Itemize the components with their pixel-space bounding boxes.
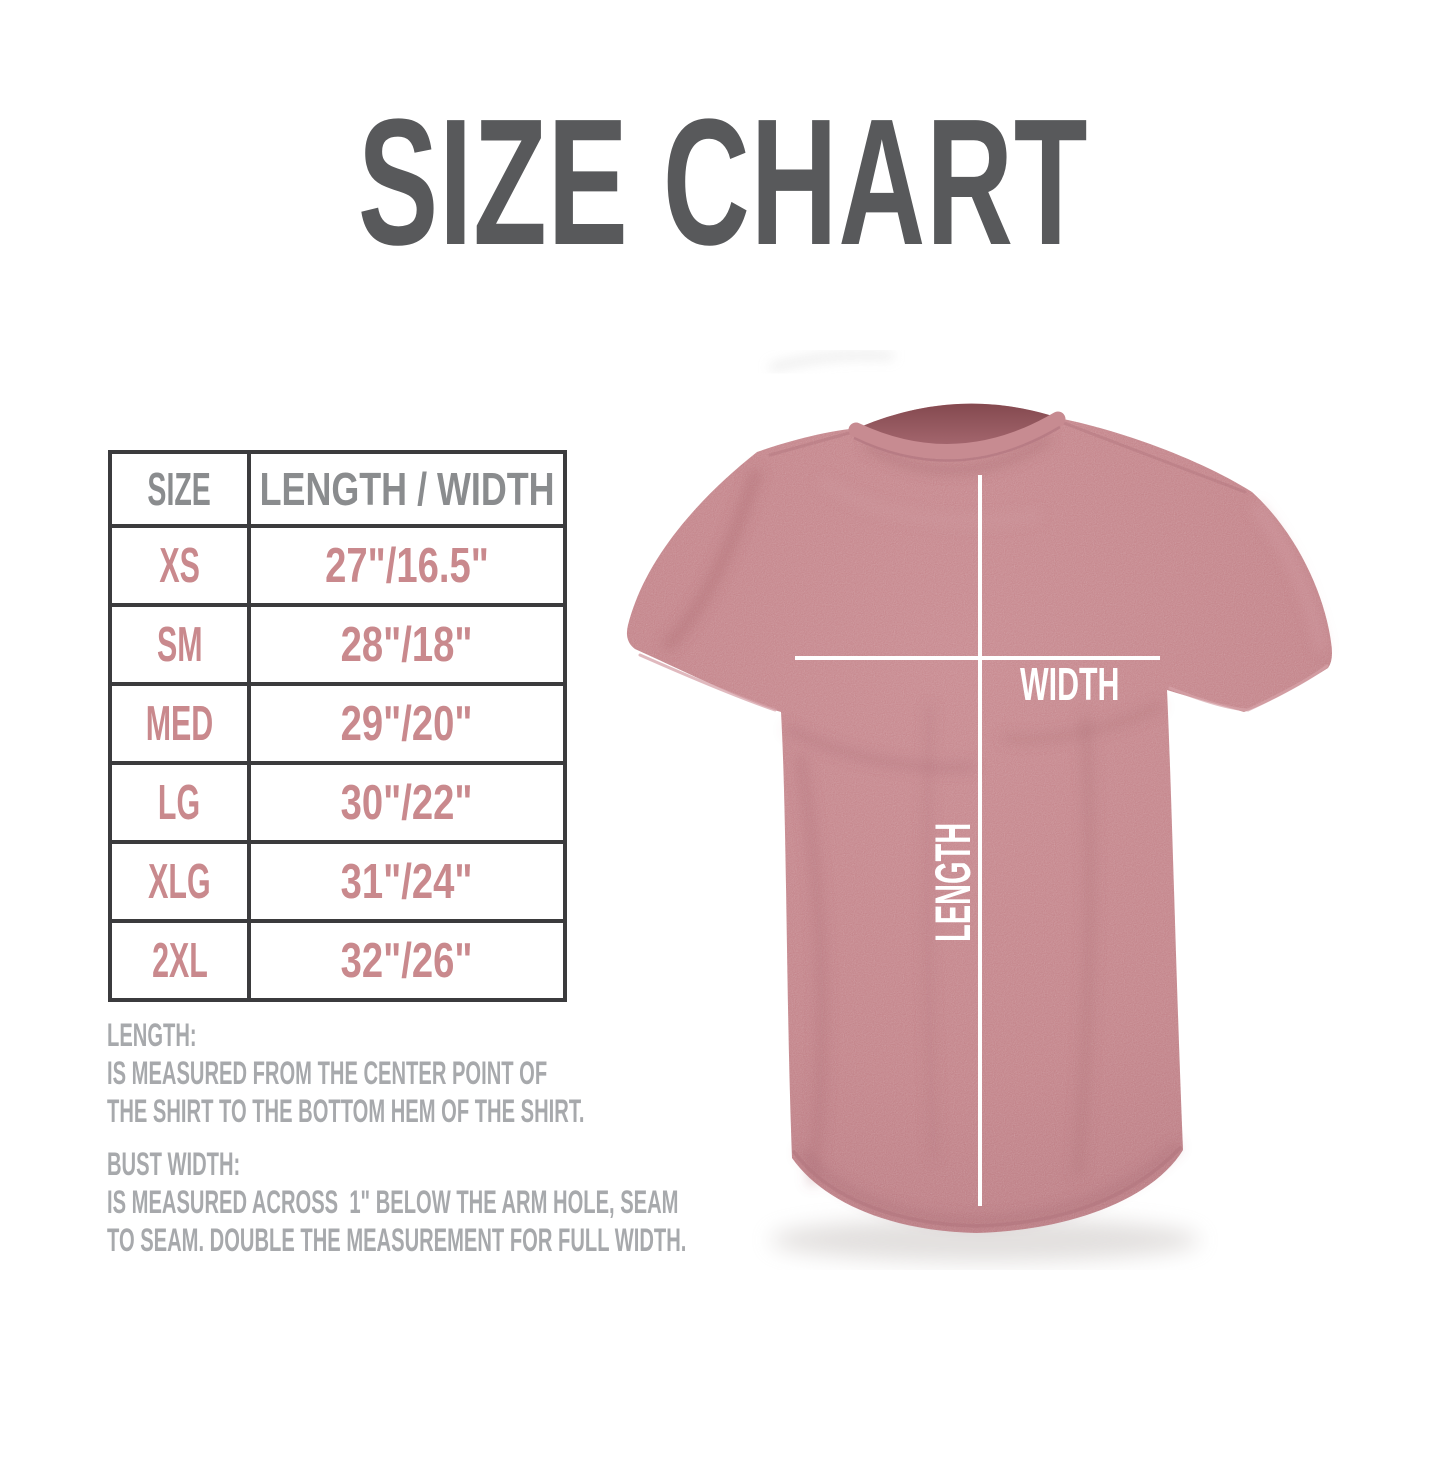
table-header-length-width: LENGTH / WIDTH (251, 454, 563, 524)
value-cell-lg: 30"/22" (251, 765, 563, 840)
fabric-folds (660, 434, 1327, 1227)
note-length: LENGTH: IS MEASURED FROM THE CENTER POIN… (107, 1016, 1027, 1130)
page-title: SIZE CHART (0, 93, 1445, 273)
value-cell-sm: 28"/18" (251, 607, 563, 682)
value-cell-2xl: 32"/26" (251, 923, 563, 998)
size-cell-xs: XS (112, 528, 247, 603)
value-cell-xlg: 31"/24" (251, 844, 563, 919)
note-line: THE SHIRT TO THE BOTTOM HEM OF THE SHIRT… (107, 1093, 585, 1129)
width-label: WIDTH (1020, 658, 1120, 710)
size-cell-2xl: 2XL (112, 923, 247, 998)
shoulder-shadow (769, 352, 894, 371)
note-bust-width: BUST WIDTH: IS MEASURED ACROSS 1" BELOW … (107, 1145, 1027, 1259)
value-cell-med: 29"/20" (251, 686, 563, 761)
width-line (795, 656, 1160, 660)
note-heading: BUST WIDTH: (107, 1146, 241, 1182)
note-line: TO SEAM. DOUBLE THE MEASUREMENT FOR FULL… (107, 1222, 687, 1258)
note-line: IS MEASURED FROM THE CENTER POINT OF (107, 1055, 548, 1091)
note-heading: LENGTH: (107, 1017, 197, 1053)
value-cell-xs: 27"/16.5" (251, 528, 563, 603)
size-cell-lg: LG (112, 765, 247, 840)
shirt-shadow (770, 1218, 1200, 1262)
collar-band-seam (853, 425, 1061, 462)
size-cell-med: MED (112, 686, 247, 761)
collar-band (848, 411, 1066, 459)
size-cell-xlg: XLG (112, 844, 247, 919)
seams (638, 418, 1329, 1228)
size-cell-sm: SM (112, 607, 247, 682)
measurement-notes: LENGTH: IS MEASURED FROM THE CENTER POIN… (107, 1016, 1027, 1259)
length-label: LENGTH (925, 822, 981, 942)
tshirt-image (626, 352, 1332, 1262)
page-title-text: SIZE CHART (357, 82, 1088, 283)
size-table: SIZE LENGTH / WIDTH XS 27"/16.5" SM 28"/… (108, 450, 567, 1002)
length-line (978, 475, 982, 1206)
note-line: IS MEASURED ACROSS 1" BELOW THE ARM HOLE… (107, 1184, 679, 1220)
table-header-size: SIZE (112, 454, 247, 524)
